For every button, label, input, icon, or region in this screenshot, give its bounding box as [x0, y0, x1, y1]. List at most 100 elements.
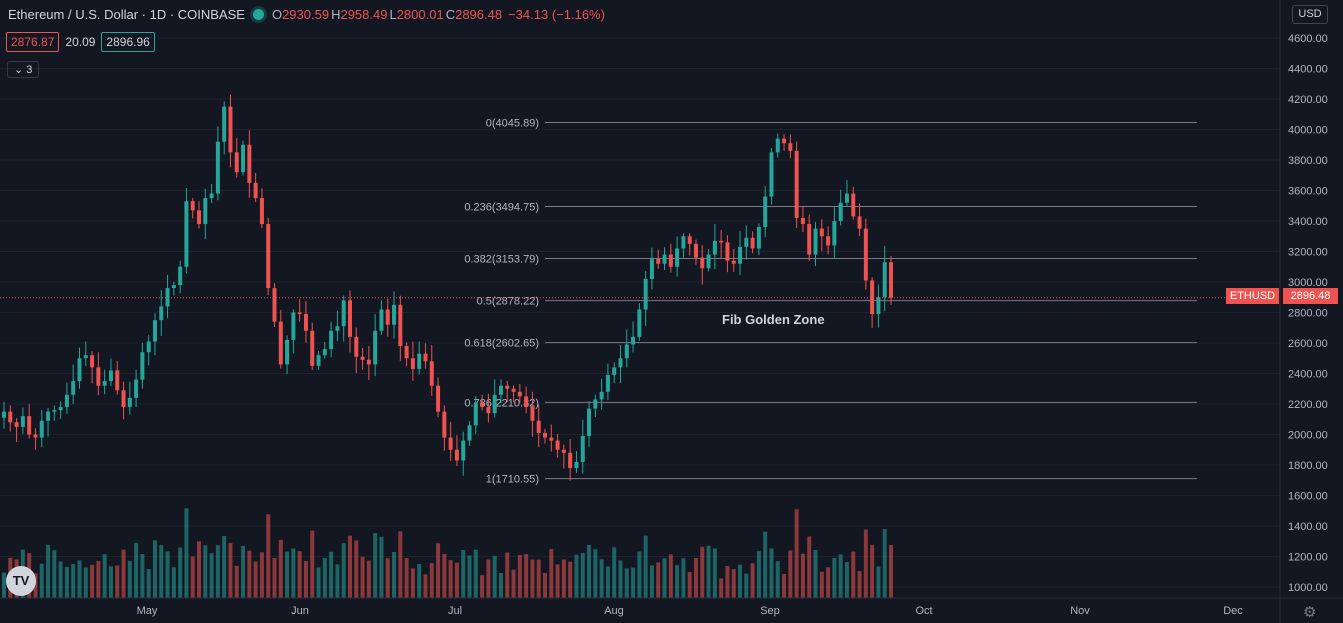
high-value: 2958.49	[340, 7, 388, 22]
time-tick-label: Aug	[604, 605, 624, 617]
candle-body	[234, 152, 239, 173]
symbol-title[interactable]: Ethereum / U.S. Dollar · 1D · COINBASE	[8, 7, 245, 22]
candle-body	[832, 221, 837, 246]
currency-selector[interactable]: USD	[1292, 5, 1328, 24]
volume-bar	[612, 547, 617, 598]
sell-price-button[interactable]: 2876.87	[6, 32, 60, 52]
candle-body	[593, 399, 598, 409]
price-tick-label: 3400.00	[1288, 216, 1328, 228]
candle-body	[631, 336, 636, 345]
volume-bar	[215, 545, 220, 598]
volume-bar	[373, 533, 378, 598]
volume-bar	[687, 572, 692, 598]
volume-bar	[832, 557, 837, 598]
volume-bar	[851, 551, 856, 598]
change-value: −34.13 (−1.16%)	[508, 7, 605, 22]
buy-price-button[interactable]: 2896.96	[101, 32, 155, 52]
volume-bar	[870, 545, 875, 598]
volume-bar	[102, 554, 107, 598]
candle-body	[335, 326, 340, 331]
candle-body	[366, 359, 371, 365]
volume-bar	[385, 558, 390, 598]
volume-bar	[83, 567, 88, 598]
volume-bar	[247, 550, 252, 598]
volume-bar	[222, 536, 227, 598]
gear-icon[interactable]: ⚙	[1303, 604, 1317, 621]
tradingview-logo-icon[interactable]: TV	[6, 566, 36, 596]
volume-bar	[77, 560, 82, 598]
indicators-toggle[interactable]: ⌄ 3	[7, 61, 40, 78]
volume-bar	[316, 567, 321, 598]
volume-bar	[228, 543, 233, 598]
candle-body	[90, 355, 95, 368]
volume-bar	[278, 539, 283, 598]
volume-bar	[826, 567, 831, 598]
price-tick-label: 3600.00	[1288, 186, 1328, 198]
candle-body	[266, 224, 271, 289]
candle-body	[146, 341, 151, 353]
volume-bar	[64, 566, 69, 598]
fib-level-label: 0.5(2878.22)	[477, 296, 539, 308]
market-status-icon[interactable]	[252, 9, 264, 20]
volume-bar	[335, 564, 340, 598]
candle-body	[127, 397, 132, 408]
candle-body	[291, 312, 296, 340]
volume-bar	[574, 554, 579, 598]
candle-body	[731, 260, 736, 264]
volume-bar	[473, 549, 478, 598]
volume-bar	[329, 551, 334, 598]
volume-bar	[505, 552, 510, 598]
candle-body	[140, 352, 145, 380]
volume-bar	[876, 566, 881, 598]
candle-body	[14, 422, 19, 427]
volume-bar	[39, 563, 44, 598]
candle-body	[712, 240, 717, 255]
candle-body	[826, 236, 831, 246]
volume-bar	[360, 556, 365, 598]
candle-body	[442, 411, 447, 438]
symbol-price-tag: ETHUSD	[1226, 288, 1279, 304]
candle-body	[857, 216, 862, 229]
fib-golden-zone-label[interactable]: Fib Golden Zone	[722, 312, 825, 327]
volume-bar	[668, 554, 673, 598]
candle-body	[448, 437, 453, 450]
chevron-down-icon: ⌄	[14, 64, 24, 76]
candle-body	[492, 394, 497, 414]
volume-bar	[297, 551, 302, 598]
volume-bar	[838, 554, 843, 598]
volume-bar	[354, 540, 359, 598]
candle-body	[706, 254, 711, 269]
candle-body	[8, 411, 13, 423]
time-tick-label: Dec	[1223, 605, 1243, 617]
volume-bar	[2, 572, 6, 598]
volume-bar	[605, 566, 610, 598]
candle-body	[889, 262, 893, 298]
volume-bar	[127, 560, 132, 598]
low-value: 2800.01	[396, 7, 444, 22]
volume-bar	[599, 559, 604, 598]
volume-bar	[190, 556, 195, 598]
candle-body	[467, 425, 472, 441]
candle-body	[20, 416, 25, 427]
volume-bar	[756, 551, 761, 598]
candle-body	[649, 259, 654, 279]
volume-bar	[517, 555, 522, 598]
volume-bar	[52, 550, 57, 598]
volume-bar	[725, 566, 730, 598]
volume-bar	[498, 573, 503, 598]
time-tick-label: Sep	[760, 605, 780, 617]
volume-bar	[347, 535, 352, 598]
volume-bar	[744, 573, 749, 598]
volume-bar	[681, 558, 686, 598]
volume-bar	[423, 574, 428, 598]
volume-bar	[706, 545, 711, 598]
price-tick-label: 1400.00	[1288, 521, 1328, 533]
open-label: O	[271, 7, 283, 22]
candle-body	[203, 198, 208, 225]
candle-body	[184, 201, 189, 267]
volume-bar	[568, 561, 573, 598]
candle-body	[165, 288, 170, 307]
time-tick-label: Nov	[1070, 605, 1090, 617]
candle-body	[310, 330, 315, 366]
